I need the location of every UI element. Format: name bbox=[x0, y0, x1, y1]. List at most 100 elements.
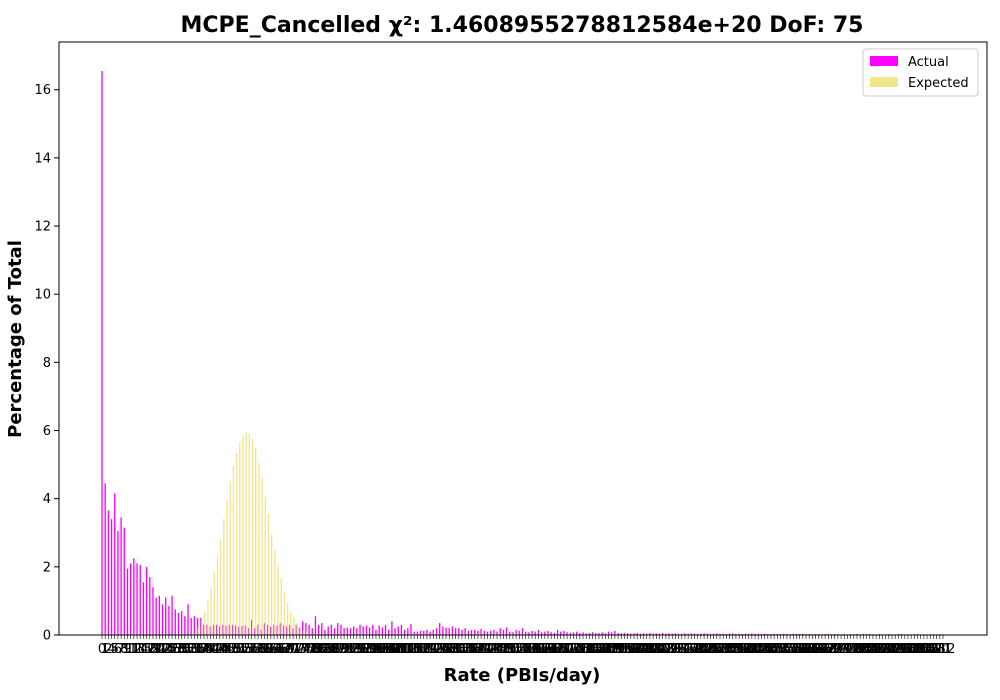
x-tick-label: 193 bbox=[609, 642, 634, 657]
plot-frame bbox=[58, 41, 988, 636]
bar-actual bbox=[563, 630, 565, 635]
chart-title: MCPE_Cancelled χ²: 1.4608955278812584e+2… bbox=[181, 13, 864, 38]
bar-actual bbox=[735, 633, 737, 635]
bar-expected bbox=[232, 466, 235, 635]
x-tick-label: 236 bbox=[727, 642, 752, 657]
bar-actual bbox=[668, 633, 670, 635]
x-tick-label: 195 bbox=[615, 642, 640, 657]
x-axis: 0124567891112131415171819202122242526272… bbox=[98, 635, 955, 657]
x-tick-label: 65 bbox=[269, 642, 286, 657]
x-tick-label: 261 bbox=[794, 642, 819, 657]
x-tick-label: 293 bbox=[880, 642, 905, 657]
x-tick-label: 2 bbox=[104, 642, 112, 657]
bar-actual bbox=[700, 633, 702, 635]
x-tick-label: 200 bbox=[628, 642, 653, 657]
x-tick-label: 281 bbox=[848, 642, 873, 657]
x-tick-label: 269 bbox=[816, 642, 841, 657]
bar-actual bbox=[712, 633, 715, 635]
x-tick-label: 267 bbox=[810, 642, 835, 657]
x-tick-label: 175 bbox=[561, 642, 586, 657]
bar-actual bbox=[117, 531, 119, 635]
bar-actual bbox=[709, 633, 712, 635]
bar-actual bbox=[356, 628, 358, 635]
series-expected bbox=[194, 432, 314, 635]
bar-actual bbox=[496, 631, 498, 635]
bar-expected bbox=[204, 611, 206, 635]
x-tick-label: 286 bbox=[861, 642, 886, 657]
bar-actual bbox=[690, 633, 693, 635]
bar-actual bbox=[601, 632, 603, 635]
bar-actual bbox=[862, 633, 865, 635]
bar-actual bbox=[579, 632, 581, 635]
x-tick-label: 151 bbox=[497, 642, 522, 657]
x-tick-label: 202 bbox=[634, 642, 659, 657]
x-tick-label: 305 bbox=[911, 642, 936, 657]
x-tick-label: 292 bbox=[876, 642, 901, 657]
x-tick-label: 181 bbox=[577, 642, 602, 657]
y-tick-label: 16 bbox=[34, 83, 51, 98]
bar-actual bbox=[270, 626, 272, 635]
bar-actual bbox=[276, 625, 278, 635]
bar-actual bbox=[560, 631, 562, 635]
bar-actual bbox=[298, 627, 301, 635]
x-tick-label: 93 bbox=[345, 642, 362, 657]
bar-expected bbox=[302, 630, 305, 635]
x-tick-label: 253 bbox=[771, 642, 796, 657]
x-tick-label: 189 bbox=[599, 642, 624, 657]
bar-actual bbox=[544, 631, 546, 635]
x-tick-label: 54 bbox=[240, 642, 257, 657]
bar-expected bbox=[270, 534, 273, 635]
bar-actual bbox=[429, 631, 431, 635]
bar-expected bbox=[223, 519, 225, 635]
x-tick-label: 251 bbox=[765, 642, 790, 657]
bar-actual bbox=[391, 621, 393, 635]
x-tick-label: 240 bbox=[736, 642, 761, 657]
bar-actual bbox=[722, 633, 724, 635]
x-tick-label: 177 bbox=[567, 642, 592, 657]
x-tick-label: 129 bbox=[437, 642, 462, 657]
x-tick-label: 117 bbox=[405, 642, 430, 657]
x-tick-label: 272 bbox=[822, 642, 847, 657]
bar-actual bbox=[346, 627, 348, 635]
bar-actual bbox=[630, 633, 632, 635]
x-tick-label: 105 bbox=[373, 642, 398, 657]
x-tick-label: 259 bbox=[787, 642, 812, 657]
legend-label-expected: Expected bbox=[908, 76, 969, 91]
bar-actual bbox=[763, 633, 766, 635]
bar-actual bbox=[626, 633, 629, 635]
x-tick-label: 297 bbox=[889, 642, 914, 657]
bar-actual bbox=[633, 633, 635, 635]
x-tick-label: 287 bbox=[864, 642, 889, 657]
bar-actual bbox=[206, 624, 208, 635]
x-tick-label: 60 bbox=[256, 642, 273, 657]
bar-actual bbox=[792, 633, 794, 635]
bar-actual bbox=[190, 617, 192, 635]
x-tick-label: 299 bbox=[896, 642, 921, 657]
bar-actual bbox=[531, 630, 533, 635]
x-tick-label: 223 bbox=[692, 642, 717, 657]
x-tick-label: 145 bbox=[481, 642, 506, 657]
x-tick-label: 203 bbox=[638, 642, 663, 657]
bar-actual bbox=[728, 633, 731, 635]
x-tick-label: 18 bbox=[142, 642, 159, 657]
x-tick-label: 95 bbox=[349, 642, 366, 657]
x-tick-label: 132 bbox=[446, 642, 471, 657]
y-tick-label: 14 bbox=[34, 151, 51, 166]
y-tick-label: 0 bbox=[43, 629, 51, 644]
bar-actual bbox=[333, 628, 336, 635]
bar-actual bbox=[595, 633, 597, 635]
bar-actual bbox=[286, 626, 288, 635]
x-tick-label: 99 bbox=[361, 642, 378, 657]
bar-actual bbox=[419, 630, 422, 635]
x-tick-label: 0 bbox=[98, 642, 106, 657]
bar-actual bbox=[266, 624, 269, 635]
bar-actual bbox=[751, 633, 753, 635]
x-tick-label: 8 bbox=[120, 642, 128, 657]
x-tick-label: 89 bbox=[333, 642, 350, 657]
x-tick-label: 163 bbox=[529, 642, 554, 657]
bar-actual bbox=[458, 628, 460, 635]
bar-actual bbox=[352, 626, 355, 635]
bar-actual bbox=[321, 623, 323, 635]
bar-actual bbox=[916, 633, 919, 635]
